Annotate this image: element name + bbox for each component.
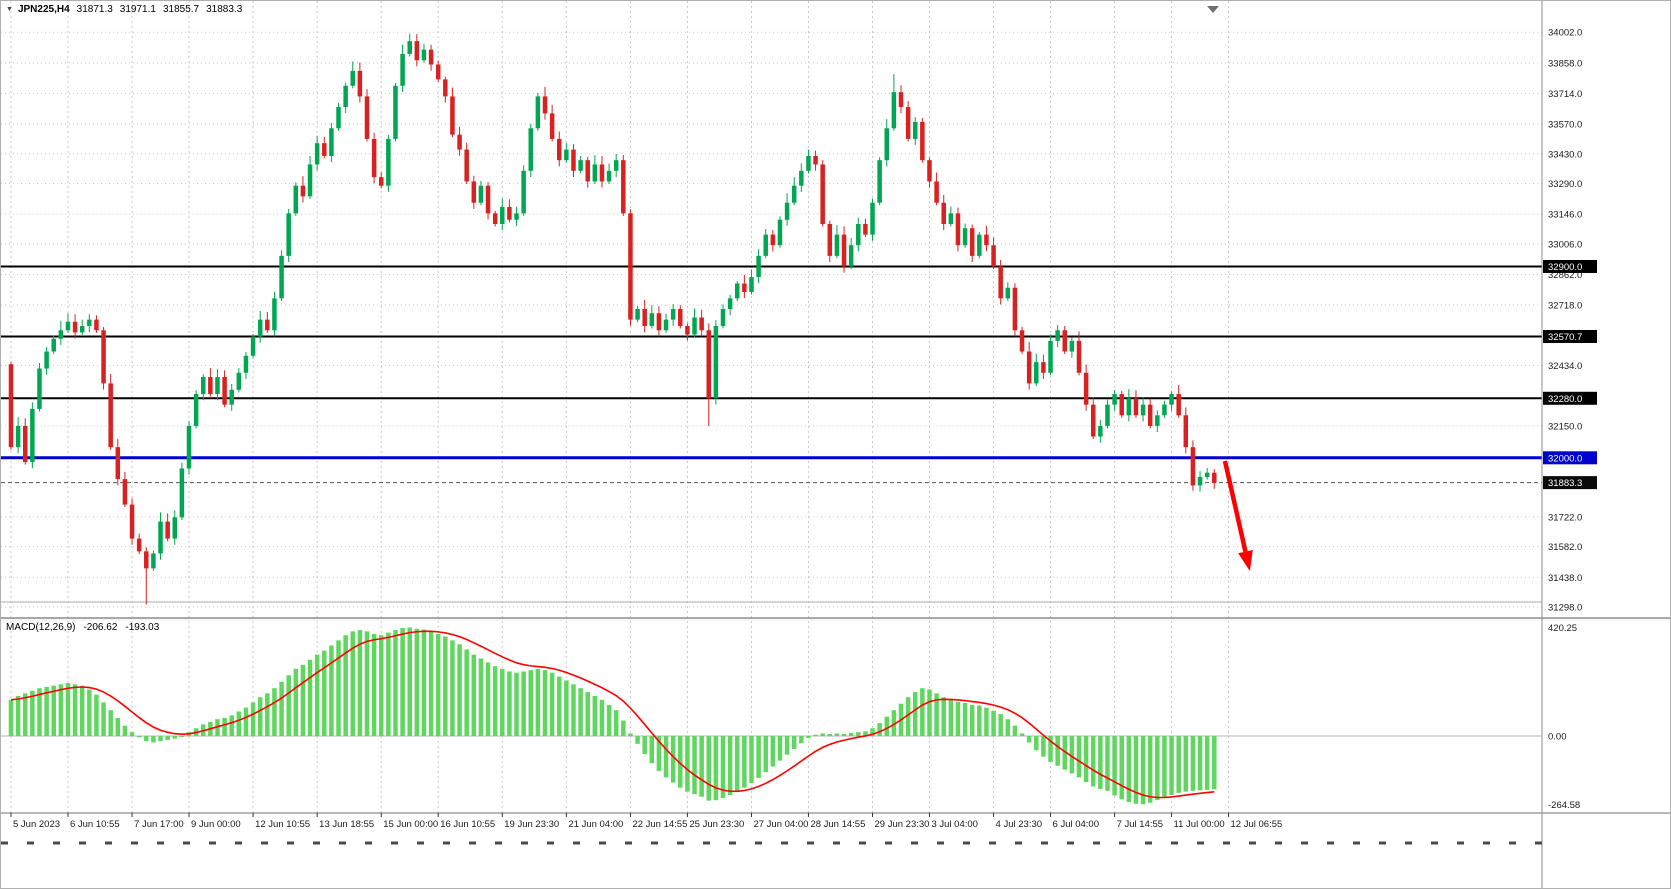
- candlestick-series: [8, 33, 1217, 605]
- time-axis-label: 3 Jul 04:00: [931, 819, 977, 830]
- ohlc-close: 31883.3: [206, 4, 243, 15]
- support-resistance-lines[interactable]: [1, 265, 1542, 603]
- ohlc-open: 31871.3: [76, 4, 113, 15]
- macd-histogram: [8, 627, 1217, 805]
- time-axis-label: 7 Jun 17:00: [134, 819, 184, 830]
- chart-shift-marker[interactable]: [1207, 6, 1219, 13]
- svg-text:32000.0: 32000.0: [1548, 453, 1582, 464]
- time-axis-label: 6 Jun 10:55: [70, 819, 120, 830]
- time-axis-label: 22 Jun 14:55: [632, 819, 687, 830]
- time-axis-label: 5 Jun 2023: [13, 819, 60, 830]
- time-axis-label: 21 Jun 04:00: [568, 819, 623, 830]
- time-axis-label: 4 Jul 23:30: [996, 819, 1042, 830]
- svg-text:33290.0: 33290.0: [1548, 179, 1582, 190]
- svg-text:420.25: 420.25: [1548, 623, 1577, 634]
- svg-text:33430.0: 33430.0: [1548, 149, 1582, 160]
- macd-axis-labels: 420.25 0.00 -264.58: [1548, 623, 1580, 811]
- time-axis-label: 28 Jun 14:55: [810, 819, 865, 830]
- svg-text:31722.0: 31722.0: [1548, 512, 1582, 523]
- time-axis-label: 27 Jun 04:00: [753, 819, 808, 830]
- svg-text:32862.0: 32862.0: [1548, 270, 1582, 281]
- price-gridlines: [1, 31, 1542, 608]
- svg-text:31883.3: 31883.3: [1548, 478, 1582, 489]
- svg-text:31298.0: 31298.0: [1548, 603, 1582, 614]
- svg-text:32280.0: 32280.0: [1548, 394, 1582, 405]
- svg-text:33570.0: 33570.0: [1548, 120, 1582, 131]
- time-gridlines: [10, 1, 1230, 813]
- time-axis-label: 9 Jun 00:00: [191, 819, 241, 830]
- svg-text:32718.0: 32718.0: [1548, 301, 1582, 312]
- macd-signal-line: [10, 630, 1215, 799]
- current-price-tag: 31883.3: [1543, 476, 1597, 490]
- svg-text:32570.7: 32570.7: [1548, 332, 1582, 343]
- macd-value: -206.62: [83, 622, 118, 633]
- svg-text:31438.0: 31438.0: [1548, 573, 1582, 584]
- macd-name: MACD(12,26,9): [6, 622, 76, 633]
- level-price-tags: 32900.0 32570.7 32280.0 32000.0: [1543, 259, 1597, 465]
- svg-text:-264.58: -264.58: [1548, 800, 1580, 811]
- ohlc-low: 31855.7: [162, 4, 200, 15]
- svg-text:33858.0: 33858.0: [1548, 58, 1582, 69]
- time-axis-label: 7 Jul 14:55: [1117, 819, 1163, 830]
- time-axis-label: 15 Jun 00:00: [383, 819, 438, 830]
- price-axis-labels: 34002.0 33858.0 33714.0 33570.0 33430.0 33290…: [1548, 28, 1582, 614]
- svg-text:33146.0: 33146.0: [1548, 210, 1582, 221]
- svg-text:32900.0: 32900.0: [1548, 262, 1582, 273]
- time-axis-label: 29 Jun 23:30: [875, 819, 930, 830]
- symbol-dropdown-icon[interactable]: ▼: [6, 6, 13, 13]
- time-axis-label: 6 Jul 04:00: [1053, 819, 1099, 830]
- time-axis-label: 12 Jun 10:55: [255, 819, 310, 830]
- svg-text:32434.0: 32434.0: [1548, 361, 1582, 372]
- time-axis-label: 25 Jun 23:30: [689, 819, 744, 830]
- time-axis[interactable]: 5 Jun 2023 6 Jun 10:55 7 Jun 17:00 9 Jun 00…: [10, 813, 1283, 830]
- symbol-ohlc-bar: ▼ JPN225,H4 31871.3 31971.1 31855.7 3188…: [6, 4, 242, 15]
- svg-text:32150.0: 32150.0: [1548, 421, 1582, 432]
- macd-signal-value: -193.03: [125, 622, 160, 633]
- time-axis-label: 16 Jun 10:55: [440, 819, 495, 830]
- time-axis-label: 19 Jun 23:30: [504, 819, 559, 830]
- symbol-name: JPN225,H4: [17, 4, 70, 15]
- svg-text:33006.0: 33006.0: [1548, 239, 1582, 250]
- macd-indicator-label: MACD(12,26,9) -206.62 -193.03: [6, 622, 159, 633]
- time-axis-label: 13 Jun 18:55: [319, 819, 374, 830]
- svg-text:31582.0: 31582.0: [1548, 542, 1582, 553]
- ohlc-high: 31971.1: [119, 4, 156, 15]
- svg-text:0.00: 0.00: [1548, 732, 1567, 743]
- trend-arrow[interactable]: [1222, 460, 1253, 572]
- svg-text:34002.0: 34002.0: [1548, 28, 1582, 39]
- time-axis-label: 12 Jul 06:55: [1231, 819, 1283, 830]
- time-axis-label: 11 Jul 00:00: [1174, 819, 1225, 830]
- svg-text:33714.0: 33714.0: [1548, 89, 1582, 100]
